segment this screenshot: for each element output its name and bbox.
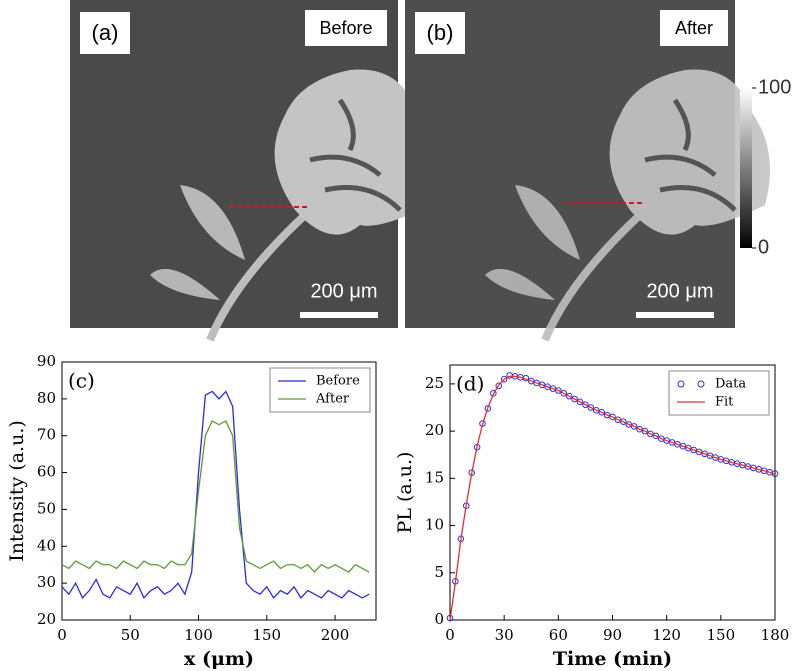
series-line [61, 390, 370, 600]
x-tick-label: 90 [603, 626, 622, 644]
label-box [415, 12, 465, 54]
legend-marker [697, 380, 705, 388]
caption: After [675, 18, 713, 38]
x-tick-label: 0 [57, 626, 67, 644]
label-box [80, 12, 130, 54]
data-point [630, 423, 638, 430]
legend-box [668, 370, 770, 416]
image-b: (b) After 200 μm [405, 0, 770, 340]
y-axis-label: PL (a.u.) [394, 452, 416, 534]
data-point [582, 401, 589, 408]
chart: 0 50 100 150 200 20 30 40 50 60 70 80 90 x (μm) Intens… [6, 352, 377, 670]
scale-bar-label: 200 μm [646, 280, 713, 302]
data-point [571, 395, 578, 403]
x-tick-label: 150 [707, 626, 736, 644]
x-tick-label: 50 [121, 626, 140, 644]
data-point [565, 392, 573, 400]
y-tick-label: 70 [37, 426, 56, 444]
legend-label: Before [316, 374, 360, 389]
x-tick-label: 30 [495, 626, 514, 644]
x-tick-label: 0 [445, 626, 455, 644]
data-point [446, 614, 454, 622]
data-point [560, 390, 568, 397]
caption: Before [319, 18, 372, 38]
y-tick-label: 90 [37, 352, 56, 370]
series-line [449, 375, 776, 621]
y-tick-label: 30 [37, 573, 56, 591]
data-point [598, 408, 605, 416]
x-tick-label: 100 [184, 626, 213, 644]
y-tick-label: 20 [37, 610, 56, 628]
x-axis-label: Time (min) [553, 648, 672, 670]
y-tick-label: 0 [434, 610, 444, 628]
x-tick-label: 120 [652, 626, 681, 644]
y-tick-label: 60 [37, 463, 56, 481]
data-point [652, 432, 660, 440]
data-point [490, 390, 497, 397]
y-tick-label: 5 [434, 563, 444, 581]
image-a: (a) Before 200 μm [70, 0, 435, 340]
legend-box [269, 367, 371, 413]
panel-label: (c) [68, 369, 95, 393]
colorbar-tick-label: 0 [758, 236, 769, 258]
y-axis-label: Intensity (a.u.) [6, 420, 28, 562]
y-tick-label: 80 [37, 389, 56, 407]
plot-frame [61, 361, 377, 621]
x-tick-label: 150 [252, 626, 281, 644]
data-point [620, 418, 627, 425]
x-tick-label: 60 [549, 626, 568, 644]
data-point [500, 375, 508, 383]
caption-box [660, 10, 728, 46]
panel-label: (b) [427, 20, 454, 45]
scale-bar-label: 200 μm [310, 280, 377, 302]
x-tick-label: 180 [761, 626, 790, 644]
legend-label: After [315, 392, 350, 407]
y-tick-label: 40 [37, 536, 56, 554]
y-tick-label: 20 [425, 421, 444, 439]
y-tick-label: 10 [425, 516, 444, 534]
y-tick-label: 15 [425, 468, 444, 486]
caption-box [305, 10, 387, 46]
panel-label: (a) [92, 20, 119, 45]
legend-label: Fit [715, 395, 734, 410]
chart: 0 30 60 90 120 150 180 0 5 10 15 20 25 Time (min) PL (… [394, 364, 790, 670]
data-point [609, 413, 616, 421]
y-tick-label: 50 [37, 499, 56, 517]
data-point [484, 405, 492, 412]
x-axis-label: x (μm) [184, 648, 254, 670]
legend-label: Data [715, 377, 746, 392]
data-point [576, 398, 584, 406]
panel-label: (d) [456, 372, 484, 396]
data-point [587, 404, 595, 411]
legend-marker [677, 380, 685, 388]
data-point [495, 382, 503, 390]
colorbar [740, 88, 752, 248]
x-tick-label: 200 [321, 626, 350, 644]
y-tick-label: 25 [425, 374, 444, 392]
data-point [641, 427, 649, 435]
data-point [555, 387, 562, 394]
series-line [61, 420, 370, 574]
colorbar-tick-label: 100 [758, 76, 791, 98]
